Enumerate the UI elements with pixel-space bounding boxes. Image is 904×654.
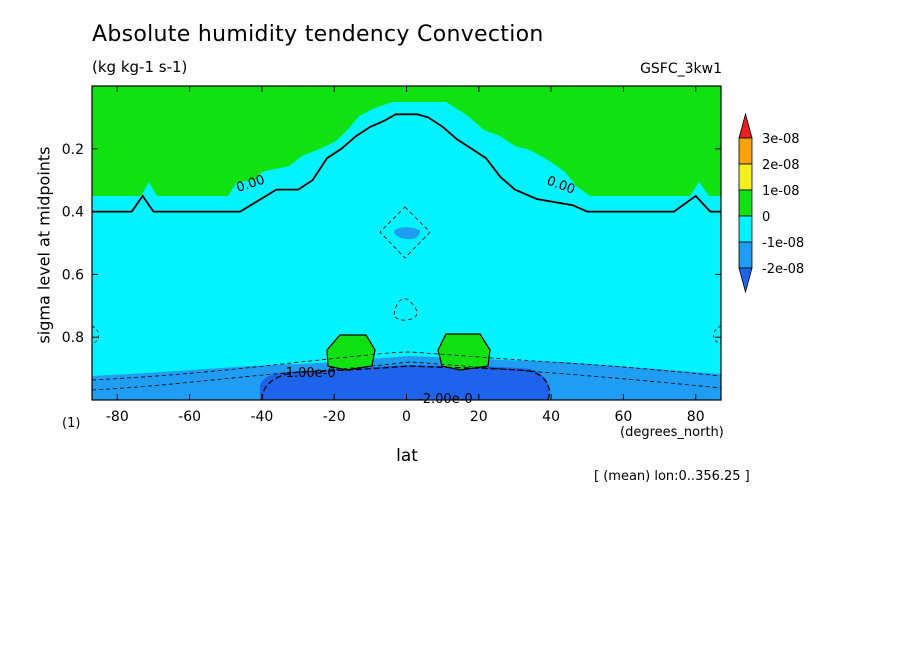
zero-contour-line [92,113,721,213]
field-positive-cell-left [326,334,376,371]
contour-label: -1.00e-0 [281,366,336,381]
dashed-contour-edge-left [92,325,100,345]
field-positive-upper [92,86,721,196]
colorbar-swatch [738,189,753,217]
x-tick-label: 0 [402,409,411,425]
dashed-contour-minus1e8 [261,365,551,400]
x-tick-label: -80 [106,409,129,425]
colorbar-label: 3e-08 [762,132,800,147]
x-tick-label: -40 [250,409,273,425]
y-tick-label: 0.8 [62,330,84,346]
x-tick-label: -60 [178,409,201,425]
colorbar-swatch [738,241,753,269]
colorbar-swatch [738,163,753,191]
panel-index: (1) [62,416,81,431]
chart-title: Absolute humidity tendency Convection [92,22,544,47]
colorbar-label: 1e-08 [762,184,800,199]
y-tick-label: 0.4 [62,205,84,221]
colorbar-arrow-top [738,112,753,139]
x-axis: -80 -60 -40 -20 0 20 40 60 80 [106,86,705,425]
y-axis: 0.2 0.4 0.6 0.8 [62,142,721,346]
colorbar-label: 0 [762,210,770,225]
x-tick-label: 20 [470,409,488,425]
colorbar-label: -1e-08 [762,236,804,251]
y-axis-label: sigma level at midpoints [34,146,54,344]
chart-units: (kg kg-1 s-1) [92,58,188,76]
colorbar: 3e-08 2e-08 1e-08 0 -1e-08 -2e-08 [738,112,804,294]
x-tick-label: 60 [614,409,632,425]
field-positive-cell-right [437,333,491,371]
x-axis-label: lat [396,446,418,466]
colorbar-label: 2e-08 [762,158,800,173]
averaging-note: [ (mean) lon:0..356.25 ] [594,469,750,484]
y-tick-label: 0.6 [62,267,84,283]
x-tick-label: 80 [687,409,705,425]
dashed-contour-center-diamond [379,206,431,259]
y-tick-label: 0.2 [62,142,84,158]
colorbar-swatch [738,215,753,243]
x-tick-label: -20 [323,409,346,425]
field-strong-negative-low [260,365,550,400]
dashed-contour-low-2 [92,361,721,391]
colorbar-label: -2e-08 [762,262,804,277]
colorbar-arrow-bottom [738,267,753,294]
colorbar-swatch [738,137,753,165]
dashed-contour-center-small [393,298,418,321]
x-axis-units: (degrees_north) [620,425,724,440]
model-name: GSFC_3kw1 [640,61,722,77]
dashed-contour-edge-right [713,325,721,345]
plot-area [92,86,721,400]
x-tick-label: 40 [542,409,560,425]
dashed-contour-low-1 [92,351,721,381]
field-negative-cell-center [394,227,420,240]
